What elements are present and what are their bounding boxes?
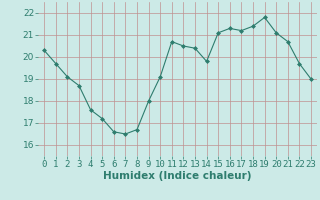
X-axis label: Humidex (Indice chaleur): Humidex (Indice chaleur): [103, 171, 252, 181]
